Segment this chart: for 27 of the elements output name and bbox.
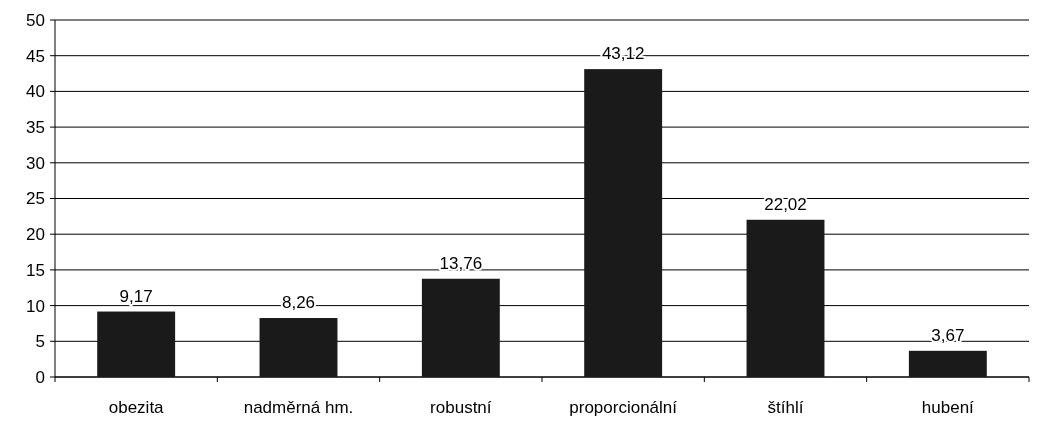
data-label: 22,02 (764, 194, 807, 214)
x-tick-label: štíhlí (767, 398, 804, 417)
y-tick-label: 35 (26, 118, 45, 138)
x-tick-label: obezita (108, 398, 165, 417)
data-label: 9,17 (119, 286, 153, 306)
y-tick-label: 40 (26, 82, 45, 102)
bar (584, 69, 663, 377)
y-tick-label: 5 (35, 332, 45, 352)
bar (97, 311, 176, 377)
data-label: 3,67 (931, 325, 965, 345)
y-tick-label: 15 (26, 260, 45, 280)
bar (421, 278, 500, 377)
bar (746, 219, 825, 377)
data-label: 13,76 (439, 253, 483, 273)
bar (259, 318, 338, 377)
x-tick-label: nadměrná hm. (243, 398, 354, 417)
y-tick-label: 10 (26, 296, 45, 316)
x-tick-label: proporcionální (569, 398, 678, 417)
x-tick-label: hubení (921, 398, 975, 417)
x-tick-label: robustní (430, 398, 492, 417)
y-tick-label: 20 (26, 225, 45, 245)
y-tick-label: 50 (26, 10, 45, 30)
y-tick-label: 25 (26, 189, 45, 209)
y-tick-label: 30 (26, 153, 45, 173)
y-tick-label: 0 (35, 367, 45, 387)
bar (908, 350, 987, 377)
y-tick-label: 45 (26, 46, 45, 66)
